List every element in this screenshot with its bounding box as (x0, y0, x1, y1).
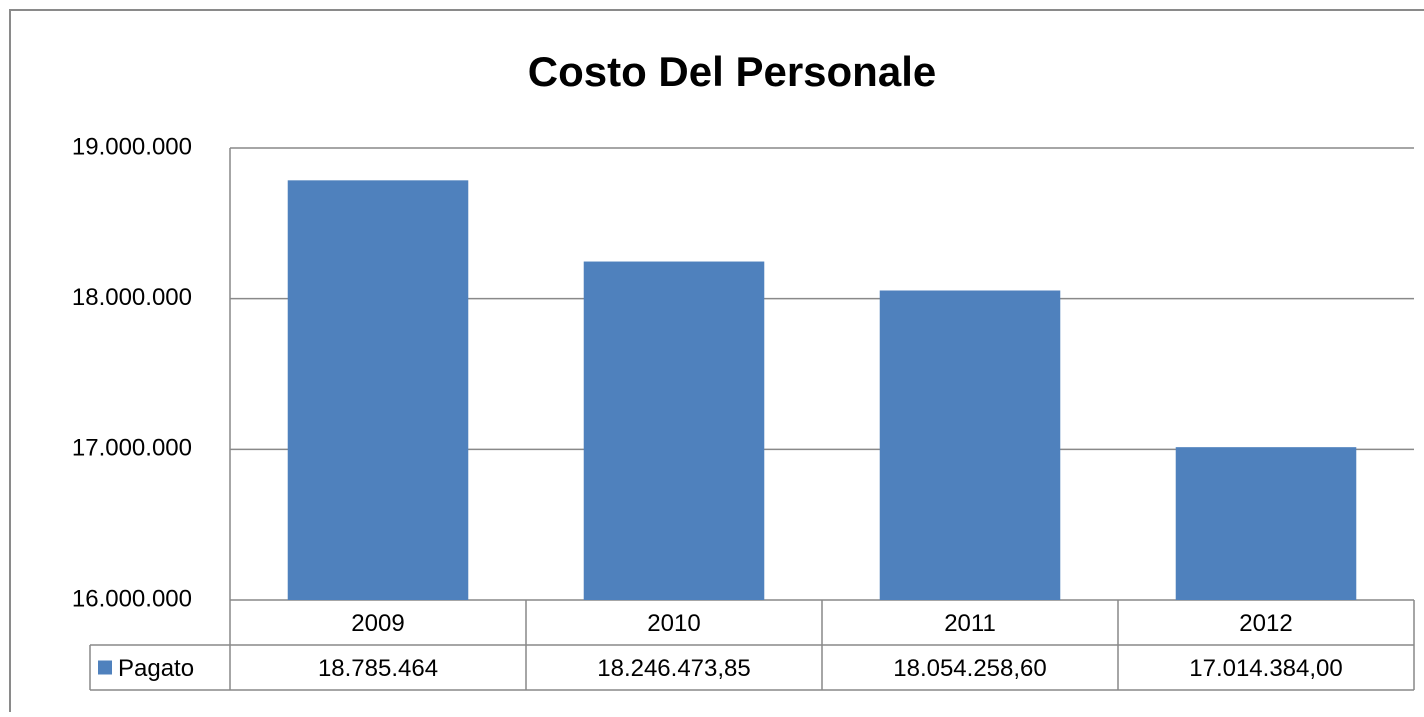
chart-title: Costo Del Personale (528, 48, 936, 95)
bar (287, 180, 469, 600)
bar (583, 261, 765, 600)
data-table-value: 18.054.258,60 (893, 655, 1046, 682)
x-tick-label: 2011 (944, 610, 996, 637)
x-tick-label: 2012 (1239, 610, 1292, 637)
data-table-value: 17.014.384,00 (1189, 655, 1342, 682)
y-tick-label: 17.000.000 (72, 435, 192, 462)
bar (879, 290, 1061, 600)
x-tick-label: 2010 (647, 610, 700, 637)
bar (1175, 447, 1357, 600)
y-tick-label: 19.000.000 (72, 133, 192, 160)
x-tick-label: 2009 (351, 610, 404, 637)
data-table-value: 18.246.473,85 (597, 655, 750, 682)
legend-label: Pagato (118, 655, 194, 682)
legend-swatch (98, 660, 112, 675)
y-tick-label: 16.000.000 (72, 585, 192, 612)
y-tick-label: 18.000.000 (72, 284, 192, 311)
data-table-value: 18.785.464 (318, 655, 438, 682)
